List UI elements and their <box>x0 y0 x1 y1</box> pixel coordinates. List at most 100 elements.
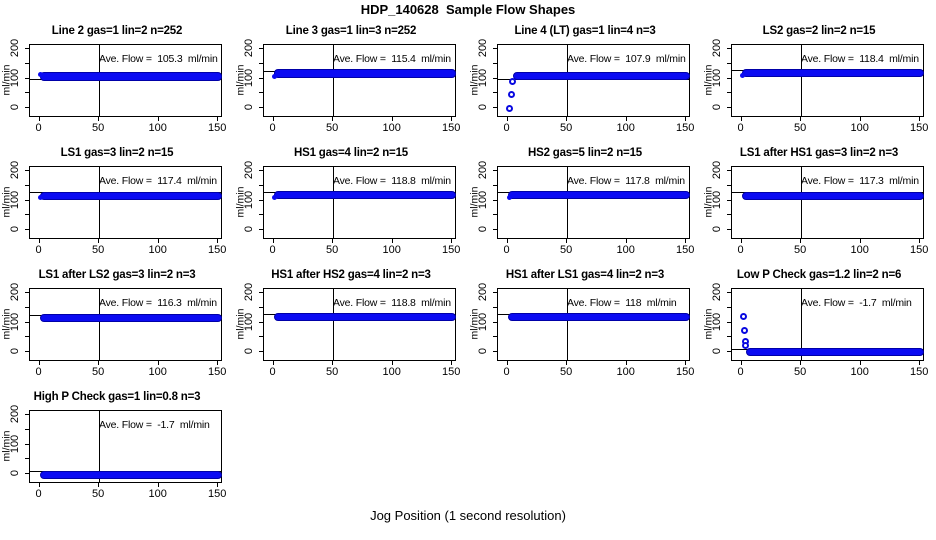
subplot-title: Line 2 gas=1 lin=2 n=252 <box>51 25 183 37</box>
y-tick <box>727 350 731 352</box>
x-tick-label: 100 <box>616 366 635 378</box>
x-tick-label: 50 <box>325 244 339 256</box>
y-tick <box>25 62 29 64</box>
vertical-reference-line <box>566 167 568 238</box>
y-tick <box>727 306 731 308</box>
x-tick <box>740 117 742 121</box>
y-tick <box>25 306 29 308</box>
vertical-reference-line <box>332 45 334 116</box>
plot-box: Ave. Flow = 118.8 ml/min <box>263 166 456 239</box>
y-tick <box>25 414 29 416</box>
x-tick-label: 100 <box>616 244 635 256</box>
y-tick <box>25 92 29 94</box>
x-tick <box>272 239 274 243</box>
average-flow-annotation: Ave. Flow = 118.4 ml/min <box>801 53 919 65</box>
average-flow-annotation: Ave. Flow = 107.9 ml/min <box>567 53 686 65</box>
subplot-title: HS1 after HS2 gas=4 lin=2 n=3 <box>271 269 431 281</box>
x-tick <box>157 361 159 365</box>
subplot-title: LS1 after LS2 gas=3 lin=2 n=3 <box>38 269 196 281</box>
y-tick <box>727 62 731 64</box>
vertical-reference-line <box>332 289 334 360</box>
x-tick-label: 100 <box>850 244 869 256</box>
subplot-6: HS1 gas=4 lin=2 n=15 0 50 100 150 0 100 200 ml/m… <box>234 144 468 266</box>
x-tick <box>98 361 100 365</box>
x-tick-label: 150 <box>208 244 227 256</box>
plot-box: Ave. Flow = 117.4 ml/min <box>29 166 222 239</box>
y-tick <box>25 428 29 430</box>
plot-box: Ave. Flow = -1.7 ml/min <box>731 288 924 361</box>
x-tick-label: 150 <box>910 366 929 378</box>
plot-box: Ave. Flow = 115.4 ml/min <box>263 44 456 117</box>
x-tick <box>566 361 568 365</box>
data-point-band <box>39 313 222 322</box>
vertical-reference-line <box>566 289 568 360</box>
startup-point <box>507 195 513 201</box>
y-tick <box>727 170 731 172</box>
x-tick-label: 150 <box>208 488 227 500</box>
x-tick-label: 50 <box>559 366 573 378</box>
data-point-band <box>39 470 222 479</box>
y-tick <box>259 306 263 308</box>
outlier-point <box>507 91 515 99</box>
startup-point <box>40 72 45 78</box>
y-tick <box>25 170 29 172</box>
x-tick-label: 0 <box>503 122 510 134</box>
y-tick <box>25 472 29 474</box>
startup-point <box>272 194 278 200</box>
x-tick-label: 100 <box>850 122 869 134</box>
figure-title: HDP_140628 Sample Flow Shapes <box>360 2 576 17</box>
x-tick <box>38 483 40 487</box>
subplot-2: Line 3 gas=1 lin=3 n=252 0 50 100 150 0 100 200… <box>234 22 468 144</box>
y-tick <box>259 48 263 50</box>
x-tick-label: 0 <box>269 122 276 134</box>
x-tick-label: 150 <box>208 122 227 134</box>
y-tick <box>25 199 29 201</box>
data-point-band <box>507 313 690 322</box>
average-flow-annotation: Ave. Flow = 118 ml/min <box>567 297 677 309</box>
x-tick <box>38 361 40 365</box>
x-tick <box>859 117 861 121</box>
x-tick-label: 50 <box>91 366 105 378</box>
x-tick-label: 100 <box>148 244 167 256</box>
vertical-reference-line <box>566 45 568 116</box>
y-tick <box>727 336 731 338</box>
x-tick-label: 0 <box>737 244 744 256</box>
average-flow-annotation: Ave. Flow = 117.3 ml/min <box>801 175 919 187</box>
average-flow-annotation: Ave. Flow = 118.8 ml/min <box>333 297 451 309</box>
average-flow-annotation: Ave. Flow = 116.3 ml/min <box>99 297 217 309</box>
data-point-band <box>507 191 690 200</box>
y-tick <box>493 77 497 79</box>
x-tick-label: 0 <box>503 244 510 256</box>
y-tick <box>493 321 497 323</box>
y-tick <box>259 228 263 230</box>
x-tick <box>506 361 508 365</box>
startup-point <box>740 73 746 79</box>
vertical-reference-line <box>98 411 100 482</box>
x-tick <box>740 239 742 243</box>
y-tick <box>493 184 497 186</box>
startup-point <box>272 74 278 80</box>
x-tick <box>919 239 921 243</box>
subplot-10: HS1 after HS2 gas=4 lin=2 n=3 0 50 100 150 0 1… <box>234 266 468 388</box>
subplot-title: LS1 gas=3 lin=2 n=15 <box>60 147 174 159</box>
x-tick <box>740 361 742 365</box>
plot-box: Ave. Flow = 117.3 ml/min <box>731 166 924 239</box>
data-point-band <box>273 190 456 199</box>
x-tick-label: 0 <box>269 366 276 378</box>
y-tick <box>727 199 731 201</box>
y-tick <box>25 48 29 50</box>
y-tick <box>259 350 263 352</box>
y-tick <box>727 48 731 50</box>
x-tick-label: 100 <box>616 122 635 134</box>
x-tick <box>217 117 219 121</box>
x-tick-label: 100 <box>148 366 167 378</box>
y-tick <box>493 170 497 172</box>
y-tick <box>493 292 497 294</box>
subplot-3: Line 4 (LT) gas=1 lin=4 n=3 0 50 100 150 0 100… <box>468 22 702 144</box>
x-tick-label: 50 <box>91 244 105 256</box>
x-tick-label: 50 <box>793 122 807 134</box>
y-tick <box>25 458 29 460</box>
x-tick-label: 100 <box>382 244 401 256</box>
y-tick <box>25 214 29 216</box>
